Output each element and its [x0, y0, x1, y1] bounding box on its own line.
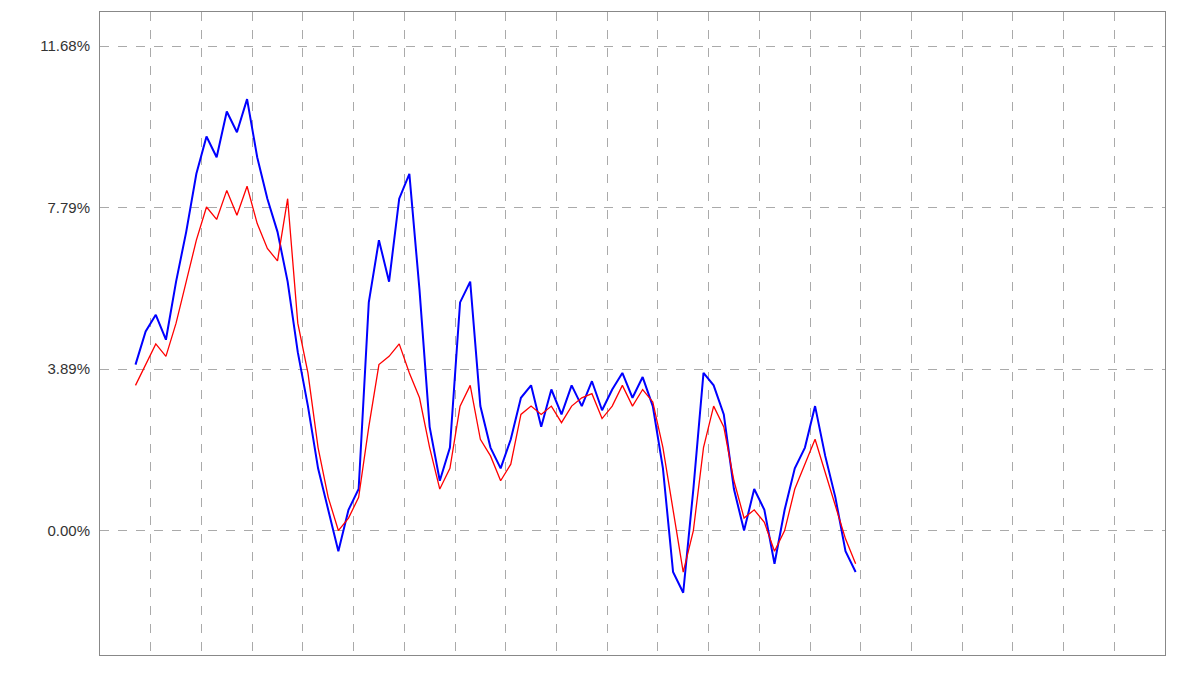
svg-text:0.00%: 0.00% [47, 522, 90, 539]
svg-text:7.79%: 7.79% [47, 199, 90, 216]
svg-text:11.68%: 11.68% [40, 37, 90, 54]
svg-text:3.89%: 3.89% [47, 360, 90, 377]
